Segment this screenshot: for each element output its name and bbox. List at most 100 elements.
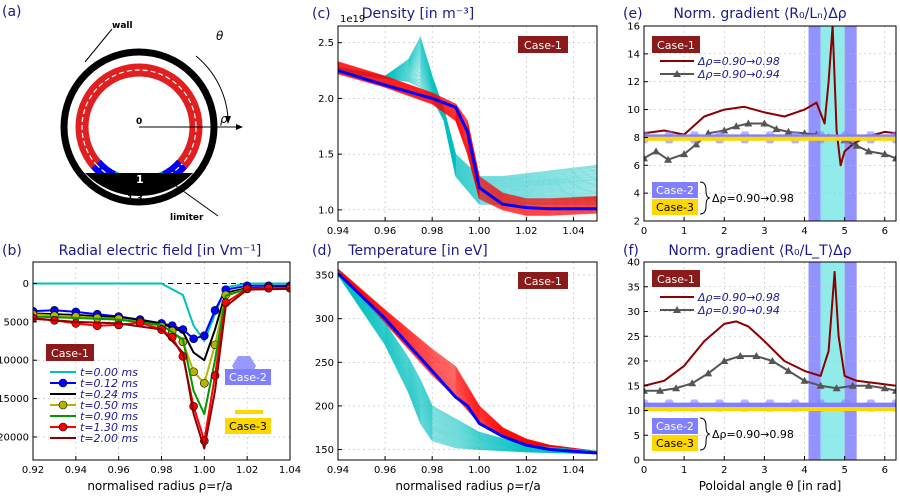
panel-e-xtick-label: 3 bbox=[761, 226, 767, 237]
panel-f-series-1-marker bbox=[800, 376, 809, 384]
panel-f-series-1-marker bbox=[752, 352, 761, 360]
panel-f-ytick-label: 30 bbox=[627, 307, 640, 318]
panel-f-title: Norm. gradient ⟨R₀/L_T⟩Δρ bbox=[668, 243, 851, 259]
legend-b-text-6: t=2.00 ms bbox=[80, 432, 138, 445]
panel-b-title: Radial electric field [in Vm⁻¹] bbox=[59, 243, 262, 259]
panel-e-series-1-marker bbox=[892, 154, 896, 162]
panel-b-series-6-line bbox=[33, 287, 290, 450]
panel-e-ytick-label: 14 bbox=[627, 49, 640, 60]
limiter-label: limiter bbox=[170, 213, 204, 223]
panel-f-ytick-label: 35 bbox=[627, 282, 640, 293]
panel-f-xtick-label: 1 bbox=[681, 465, 687, 476]
panel-d-cyan-band-line bbox=[338, 271, 597, 453]
case3-badge-b bbox=[225, 418, 271, 434]
wall-label: wall bbox=[112, 21, 133, 31]
panel-d-red-band-line bbox=[338, 270, 597, 453]
panel-b-series-1-line bbox=[33, 284, 290, 340]
panel-d-red-band-line bbox=[338, 268, 597, 452]
case2-label-b: Case-2 bbox=[229, 371, 267, 384]
panel-c-xtick-label: 1.00 bbox=[468, 226, 490, 237]
case2-label-f: Case-2 bbox=[656, 420, 694, 433]
panel-d-cyan-band-line bbox=[338, 271, 597, 453]
panel-b-series-5-marker bbox=[114, 320, 123, 330]
panel-b-xtick-label: 0.94 bbox=[65, 465, 87, 476]
panel-d-xtick-label: 1.00 bbox=[468, 465, 490, 476]
case3-badge-e bbox=[652, 199, 698, 215]
case3-label-b: Case-3 bbox=[229, 420, 267, 433]
panel-f-series-1-marker bbox=[704, 369, 713, 377]
panel-e-xtick-label: 6 bbox=[882, 226, 888, 237]
panel-f-xtick-label: 3 bbox=[761, 465, 767, 476]
panel-c-ticks: 0.94 0.96 0.98 1.00 1.02 1.04 1.0 1.5 2.0 2.5 bbox=[318, 38, 584, 237]
legend-b-text-1: t=0.12 ms bbox=[80, 377, 138, 390]
panel-b-series-4-line bbox=[33, 287, 290, 415]
panel-d-cyan-band-line bbox=[338, 271, 597, 453]
panel-d-red-band-line bbox=[338, 269, 597, 453]
panel-e-ytick-label: 12 bbox=[627, 77, 640, 88]
panel-b-series-1-marker bbox=[200, 331, 209, 340]
panel-c-cyan-band-line bbox=[338, 49, 597, 185]
theta-label: θ bbox=[216, 29, 224, 43]
panel-d-xtick-label: 1.02 bbox=[515, 465, 537, 476]
panel-e-ytick-label: 6 bbox=[634, 161, 640, 172]
panel-b-ytick-label: 5000 bbox=[4, 317, 29, 328]
panel-b-series-1-marker bbox=[189, 334, 198, 344]
panel-e-ytick-label: 8 bbox=[634, 133, 640, 144]
panel-d-cyan-band-line bbox=[338, 270, 597, 452]
panel-e-ytick-label: 10 bbox=[627, 105, 640, 116]
panel-f-xtick-label: 5 bbox=[841, 465, 847, 476]
legend-b-text-2: t=0.24 ms bbox=[80, 388, 138, 401]
panel-b-series-1-marker bbox=[210, 306, 220, 315]
panel-f-xtick-label: 4 bbox=[801, 465, 807, 476]
brace-label-e: Δρ=0.90→0.98 bbox=[712, 192, 794, 205]
panel-e-series-1-marker bbox=[692, 140, 701, 148]
panel-b-xlabel: normalised radius ρ=r/a bbox=[87, 479, 232, 493]
panel-f-ytick-label: 20 bbox=[627, 357, 640, 368]
panel-f-series-1-marker bbox=[832, 384, 841, 392]
panel-d-cyan-band-line bbox=[338, 271, 597, 453]
panel-f-series-1-marker bbox=[784, 366, 793, 374]
panel-c-cyan-band-line bbox=[338, 40, 597, 180]
panel-d-series-0-line bbox=[338, 272, 597, 455]
theta-arrow-head bbox=[225, 116, 231, 124]
legend-f-text-0: Δρ=0.90→0.98 bbox=[697, 291, 780, 304]
panel-a-label: (a) bbox=[2, 4, 22, 20]
panel-f-series-1-marker bbox=[768, 357, 777, 364]
panel-e-vband-0 bbox=[808, 26, 821, 221]
panel-c-frame bbox=[337, 25, 598, 222]
panel-c-ytick-label: 2.5 bbox=[318, 38, 334, 49]
legend-b-text-5: t=1.30 ms bbox=[80, 421, 138, 434]
panel-f-series-1-marker bbox=[720, 357, 729, 364]
panel-e-xtick-label: 0 bbox=[641, 226, 647, 237]
panel-e-series-1-marker bbox=[744, 119, 753, 127]
panel-d-cyan-band-line bbox=[338, 270, 597, 452]
panel-c-series bbox=[338, 35, 597, 216]
radius-13-label: 1.3 bbox=[127, 194, 143, 204]
panel-d-xtick-label: 0.98 bbox=[421, 465, 443, 476]
brace-f bbox=[699, 417, 711, 451]
panel-e-series-1-marker bbox=[644, 154, 648, 162]
panel-f-ytick-label: 0 bbox=[634, 456, 640, 467]
panel-c-exponent: 1e19 bbox=[340, 14, 365, 25]
panel-c-xtick-label: 0.94 bbox=[327, 226, 349, 237]
panel-b-series-3-marker bbox=[200, 378, 209, 388]
case2-label-e: Case-2 bbox=[656, 184, 694, 197]
legend-b-marker-3 bbox=[58, 400, 68, 410]
panel-f-series-0-line bbox=[644, 270, 896, 387]
panel-b-ticks: 0.92 0.94 0.96 0.98 1.00 1.02 1.04 0 5000 10000 15… bbox=[0, 279, 301, 476]
panel-e-label: (e) bbox=[623, 6, 643, 22]
panel-c-cyan-band-line bbox=[338, 45, 597, 182]
panel-f-series-1-marker bbox=[864, 381, 873, 389]
panel-e-xtick-label: 2 bbox=[721, 226, 727, 237]
panel-d-ytick-label: 250 bbox=[315, 358, 334, 369]
theta-arc bbox=[195, 55, 229, 119]
panel-b-series-0-line bbox=[33, 282, 290, 342]
panel-b-xtick-label: 1.00 bbox=[193, 465, 215, 476]
legend-e-text-1: Δρ=0.90→0.94 bbox=[697, 68, 780, 81]
case1-badge-e bbox=[652, 36, 700, 53]
panel-f-series bbox=[644, 270, 896, 412]
case2-badge-b bbox=[225, 369, 271, 385]
legend-b-text-0: t=0.00 ms bbox=[80, 366, 138, 379]
panel-d-red-band-line bbox=[338, 269, 597, 453]
panel-b-ytick-label: 15000 bbox=[0, 394, 29, 405]
